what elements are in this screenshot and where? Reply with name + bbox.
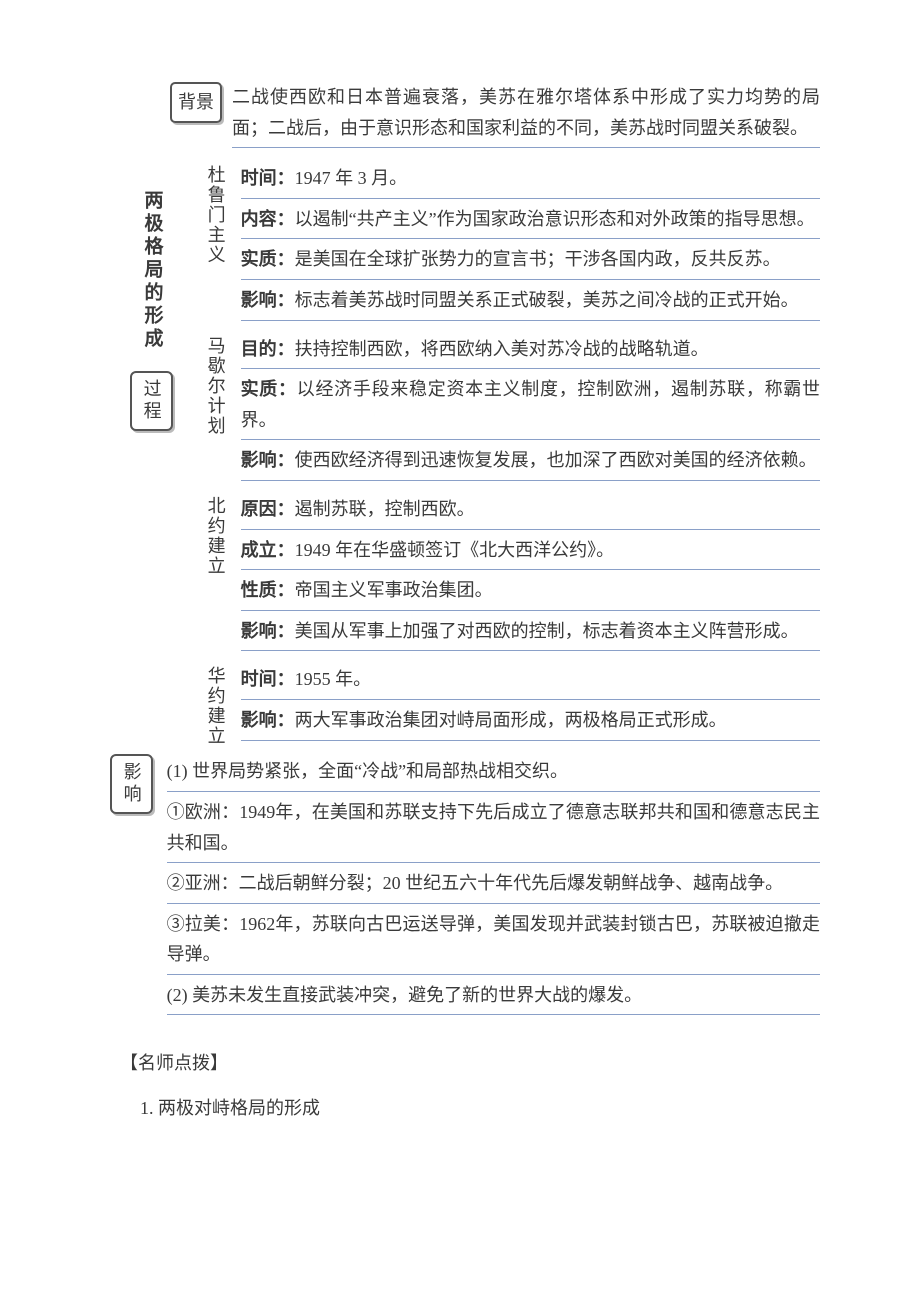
marshall-essence: 实质：以经济手段来稳定资本主义制度，控制欧洲，遏制苏联，称霸世界。: [241, 372, 820, 440]
impact-p2: ①欧洲：1949年，在美国和苏联支持下先后成立了德意志联邦共和国和德意志民主共和…: [167, 795, 820, 863]
truman-label: 杜鲁门主义: [200, 161, 231, 265]
truman-content: 内容：以遏制“共产主义”作为国家政治意识形态和对外政策的指导思想。: [241, 202, 820, 240]
nato-section: 北约建立 原因：遏制苏联，控制西欧。 成立：1949 年在华盛顿签订《北大西洋公…: [200, 492, 820, 654]
footer-section: 【名师点拨】 1. 两极对峙格局的形成: [140, 1048, 820, 1123]
impact-section: 影响 (1) 世界局势紧张，全面“冷战”和局部热战相交织。 ①欧洲：1949年，…: [140, 754, 820, 1018]
nato-label: 北约建立: [200, 492, 231, 576]
process-label: 过程: [130, 371, 173, 431]
background-label: 背景: [170, 82, 222, 123]
marshall-label: 马歇尔计划: [200, 332, 231, 436]
marshall-purpose: 目的：扶持控制西欧，将西欧纳入美对苏冷战的战略轨道。: [241, 332, 820, 370]
background-text: 二战使西欧和日本普遍衰落，美苏在雅尔塔体系中形成了实力均势的局面；二战后，由于意…: [232, 80, 820, 148]
truman-doctrine: 杜鲁门主义 时间：1947 年 3 月。 内容：以遏制“共产主义”作为国家政治意…: [200, 161, 820, 323]
teacher-tips-heading: 【名师点拨】: [120, 1048, 820, 1079]
warsaw-effect: 影响：两大军事政治集团对峙局面形成，两极格局正式形成。: [241, 703, 820, 741]
marshall-plan: 马歇尔计划 目的：扶持控制西欧，将西欧纳入美对苏冷战的战略轨道。 实质：以经济手…: [200, 332, 820, 484]
process-content: 杜鲁门主义 时间：1947 年 3 月。 内容：以遏制“共产主义”作为国家政治意…: [200, 161, 820, 746]
nato-founded: 成立：1949 年在华盛顿签订《北大西洋公约》。: [241, 533, 820, 571]
impact-p1: (1) 世界局势紧张，全面“冷战”和局部热战相交织。: [167, 754, 820, 792]
teacher-tips-item: 1. 两极对峙格局的形成: [140, 1093, 820, 1124]
concept-diagram: 两极格局的形成 过程 背景 二战使西欧和日本普遍衰落，美苏在雅尔塔体系中形成了实…: [140, 80, 820, 1018]
nato-nature: 性质：帝国主义军事政治集团。: [241, 573, 820, 611]
truman-time: 时间：1947 年 3 月。: [241, 161, 820, 199]
truman-essence: 实质：是美国在全球扩张势力的宣言书；干涉各国内政，反共反苏。: [241, 242, 820, 280]
warsaw-label: 华约建立: [200, 662, 231, 746]
warsaw-pact-section: 华约建立 时间：1955 年。 影响：两大军事政治集团对峙局面形成，两极格局正式…: [200, 662, 820, 746]
impact-p5: (2) 美苏未发生直接武装冲突，避免了新的世界大战的爆发。: [167, 978, 820, 1016]
main-topic-label: 两极格局的形成: [135, 190, 167, 351]
impact-p3: ②亚洲：二战后朝鲜分裂；20 世纪五六十年代先后爆发朝鲜战争、越南战争。: [167, 866, 820, 904]
nato-reason: 原因：遏制苏联，控制西欧。: [241, 492, 820, 530]
background-section: 背景 二战使西欧和日本普遍衰落，美苏在雅尔塔体系中形成了实力均势的局面；二战后，…: [170, 80, 820, 151]
nato-effect: 影响：美国从军事上加强了对西欧的控制，标志着资本主义阵营形成。: [241, 614, 820, 652]
warsaw-time: 时间：1955 年。: [241, 662, 820, 700]
marshall-effect: 影响：使西欧经济得到迅速恢复发展，也加深了西欧对美国的经济依赖。: [241, 443, 820, 481]
left-axis: 两极格局的形成 过程: [130, 190, 173, 437]
impact-p4: ③拉美：1962年，苏联向古巴运送导弹，美国发现并武装封锁古巴，苏联被迫撤走导弹…: [167, 907, 820, 975]
impact-label: 影响: [110, 754, 153, 814]
truman-effect: 影响：标志着美苏战时同盟关系正式破裂，美苏之间冷战的正式开始。: [241, 283, 820, 321]
